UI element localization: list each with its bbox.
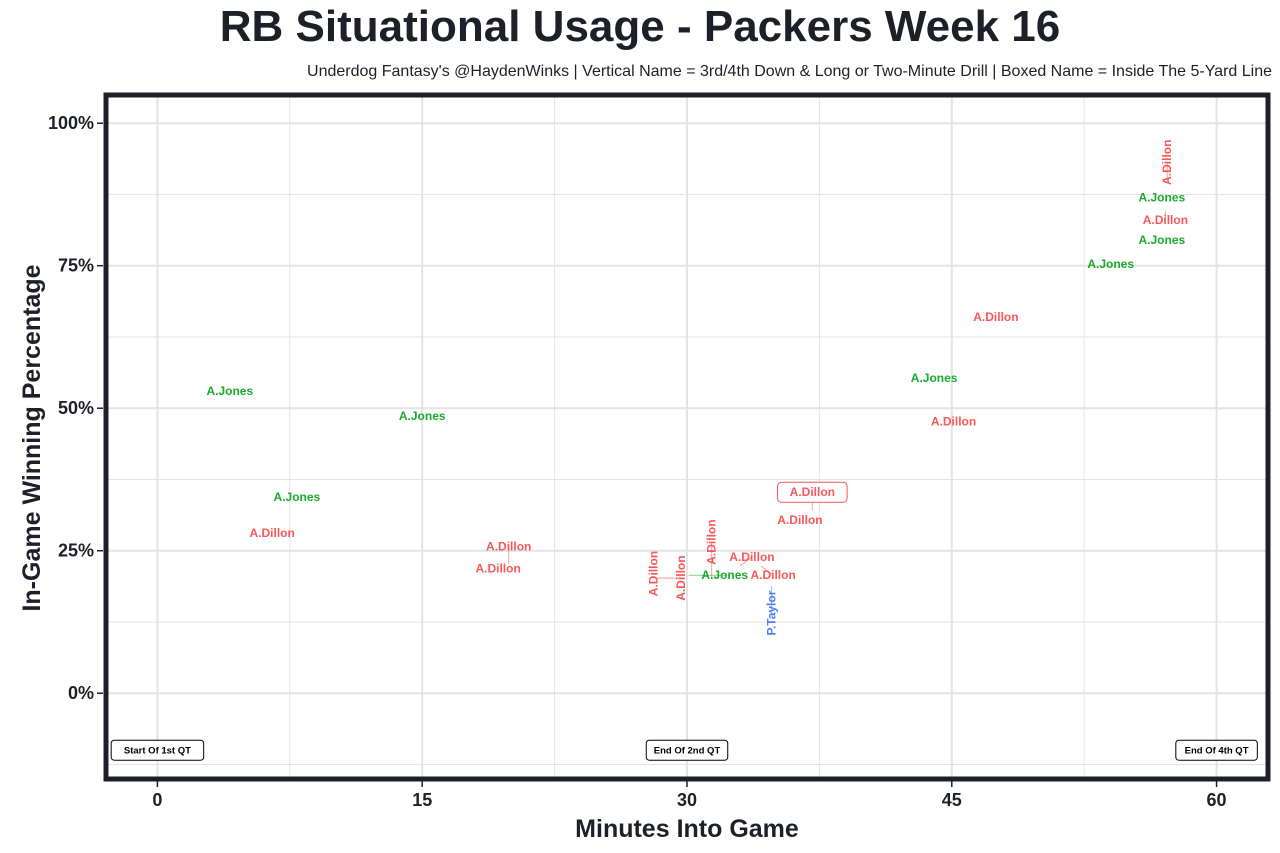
- player-label: A.Dillon: [931, 414, 976, 428]
- player-label: A.Dillon: [674, 555, 688, 600]
- player-label: A.Jones: [1139, 233, 1186, 247]
- y-tick-label: 25%: [58, 541, 94, 561]
- player-label-point: A.Dillon: [729, 550, 774, 564]
- player-label: A.Jones: [701, 568, 748, 582]
- player-label-point: A.Jones: [1139, 190, 1186, 204]
- y-tick-label: 100%: [48, 113, 94, 133]
- annotation-text: Start Of 1st QT: [124, 746, 191, 757]
- y-tick-label: 50%: [58, 398, 94, 418]
- player-label-point: A.Dillon: [973, 310, 1018, 324]
- player-label: A.Dillon: [1160, 140, 1174, 185]
- player-label: A.Dillon: [973, 310, 1018, 324]
- player-label-point: A.Dillon: [646, 551, 660, 596]
- player-label-point: A.Dillon: [486, 539, 531, 553]
- player-label: A.Jones: [1087, 257, 1134, 271]
- player-label: A.Dillon: [646, 551, 660, 596]
- y-tick-label: 0%: [68, 683, 94, 703]
- player-label: A.Dillon: [750, 568, 795, 582]
- player-label-point: A.Dillon: [931, 414, 976, 428]
- quarter-annotation: End Of 2nd QT: [645, 739, 729, 761]
- player-label: A.Jones: [206, 384, 253, 398]
- label-leader-line: [739, 556, 753, 567]
- player-label: A.Dillon: [777, 513, 822, 527]
- x-tick-label: 60: [1207, 790, 1227, 810]
- player-label-point: A.Jones: [1087, 257, 1134, 271]
- player-label: A.Dillon: [729, 550, 774, 564]
- player-label: A.Dillon: [475, 561, 520, 575]
- x-tick-label: 45: [942, 790, 962, 810]
- player-label-point: A.Dillon: [777, 513, 822, 527]
- player-label: A.Jones: [399, 409, 446, 423]
- player-label: A.Jones: [911, 371, 958, 385]
- chart-subtitle: Underdog Fantasy's @HaydenWinks | Vertic…: [307, 63, 1272, 80]
- quarter-annotation: End Of 4th QT: [1175, 739, 1258, 761]
- player-label-point: A.Dillon: [750, 568, 795, 582]
- player-label-point: A.Jones: [1139, 233, 1186, 247]
- player-label-point: A.Jones: [206, 384, 253, 398]
- plot-frame: [103, 92, 1271, 782]
- player-label: A.Dillon: [486, 539, 531, 553]
- chart-title: RB Situational Usage - Packers Week 16: [219, 2, 1061, 51]
- player-label-point: A.Dillon: [674, 555, 688, 600]
- player-label: A.Jones: [274, 490, 321, 504]
- quarter-annotation: Start Of 1st QT: [110, 739, 205, 761]
- player-label-point: A.Dillon: [1143, 213, 1188, 227]
- player-label-point: A.Dillon: [250, 526, 295, 540]
- y-tick-label: 75%: [58, 256, 94, 276]
- player-label: A.Jones: [1139, 190, 1186, 204]
- label-leader-line: [760, 565, 774, 576]
- player-label: A.Dillon: [1143, 213, 1188, 227]
- x-tick-label: 30: [677, 790, 697, 810]
- player-label-point: P.Taylor: [765, 590, 779, 635]
- player-label: A.Dillon: [705, 519, 719, 564]
- x-tick-label: 0: [152, 790, 162, 810]
- player-label-point: A.Dillon: [1160, 140, 1174, 185]
- player-label-point: A.Dillon: [777, 481, 848, 503]
- player-label-point: A.Dillon: [705, 519, 719, 564]
- player-label: A.Dillon: [790, 485, 835, 499]
- player-label-point: A.Jones: [911, 371, 958, 385]
- player-label-point: A.Dillon: [475, 561, 520, 575]
- annotation-text: End Of 2nd QT: [654, 746, 721, 757]
- annotation-text: End Of 4th QT: [1185, 746, 1249, 757]
- player-label-point: A.Jones: [701, 568, 748, 582]
- y-axis-label: In-Game Winning Percentage: [18, 264, 46, 611]
- player-label-point: A.Jones: [399, 409, 446, 423]
- x-tick-label: 15: [412, 790, 432, 810]
- x-axis-label: Minutes Into Game: [575, 815, 799, 843]
- player-label: A.Dillon: [250, 526, 295, 540]
- player-label: P.Taylor: [765, 590, 779, 635]
- player-label-point: A.Jones: [274, 490, 321, 504]
